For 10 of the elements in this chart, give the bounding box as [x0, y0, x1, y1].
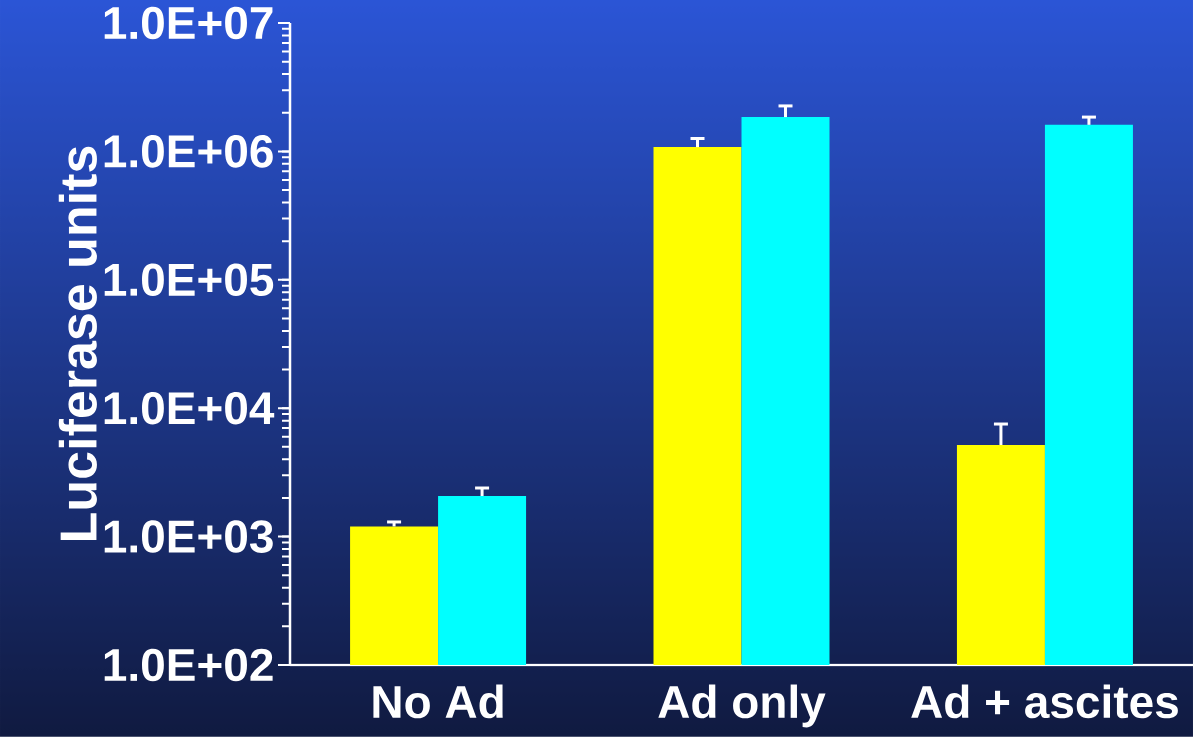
y-tick-label: 1.0E+07 — [104, 6, 273, 40]
x-tick-label: Ad + ascites — [911, 684, 1178, 719]
y-tick-label: 1.0E+04 — [104, 391, 275, 425]
y-tick-label: 1.0E+06 — [104, 135, 273, 168]
x-tick-label: No Ad — [373, 684, 503, 719]
y-tick-label: 1.0E+02 — [104, 648, 273, 682]
y-tick-label: 1.0E+03 — [104, 520, 273, 553]
y-axis-title: Luciferase units — [58, 146, 97, 540]
x-tick-label: Ad only — [658, 684, 826, 728]
y-tick-label: 1.0E+05 — [104, 263, 274, 297]
